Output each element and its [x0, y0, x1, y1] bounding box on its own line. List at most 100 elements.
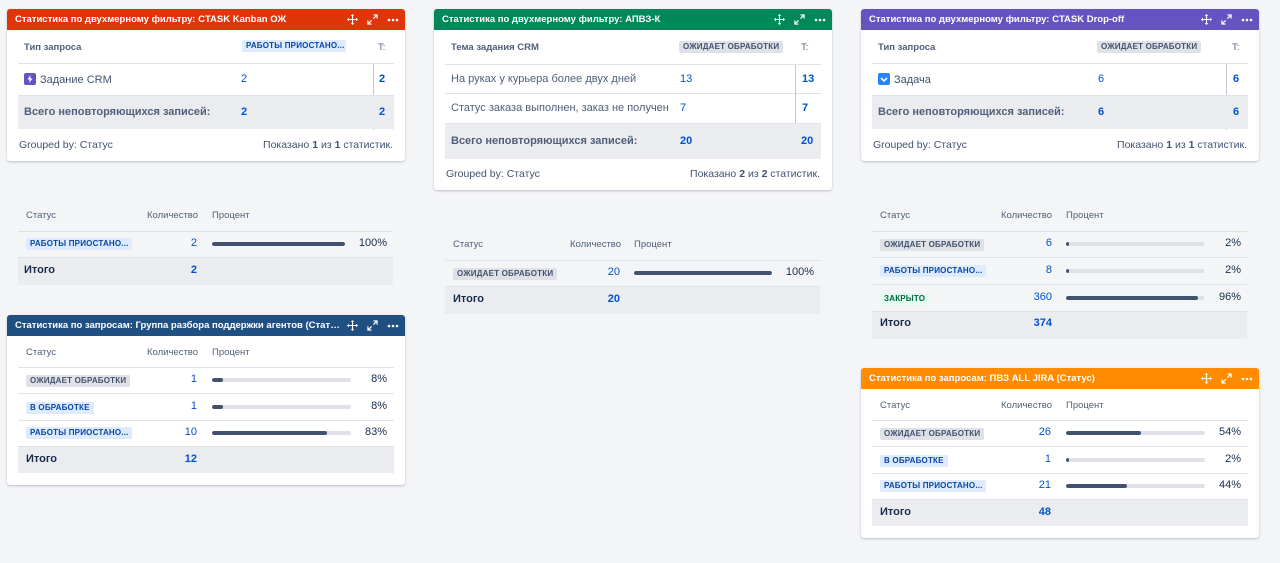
grouped-by: Grouped by: Статус	[446, 168, 540, 180]
percent-value: 96%	[1218, 291, 1241, 303]
expand-icon[interactable]	[1221, 373, 1232, 384]
cell-value[interactable]: 2	[241, 73, 248, 85]
total-value[interactable]: 374	[1033, 317, 1052, 329]
shown-count: Показано 1 из 1 статистик.	[1117, 139, 1247, 151]
header-status: Статус	[880, 400, 911, 411]
status-lozenge[interactable]: РАБОТЫ ПРИОСТАНО...	[880, 480, 986, 492]
more-icon[interactable]	[387, 18, 399, 22]
count-value[interactable]: 6	[1045, 237, 1052, 249]
grand-total[interactable]: 20	[801, 135, 814, 147]
total-value[interactable]: 2	[190, 264, 197, 276]
topic-label: Статус заказа выполнен, заказ не получен	[451, 102, 669, 114]
percent-bar	[1066, 242, 1204, 246]
header-count: Количество	[147, 347, 199, 358]
status-lozenge[interactable]: РАБОТЫ ПРИОСТАНО...	[26, 238, 132, 250]
status-lozenge: РАБОТЫ ПРИОСТАНО...	[242, 40, 346, 52]
total-value[interactable]: 12	[184, 453, 197, 465]
gadget-agent-support-group: Статистика по запросам: Группа разбора п…	[7, 315, 405, 485]
expand-icon[interactable]	[794, 14, 805, 25]
status-lozenge[interactable]: В ОБРАБОТКЕ	[26, 402, 94, 414]
more-icon[interactable]	[814, 18, 826, 22]
total-value[interactable]: 20	[607, 293, 620, 305]
percent-value: 8%	[371, 400, 387, 412]
status-lozenge[interactable]: В ОБРАБОТКЕ	[880, 455, 948, 467]
gadget-ctask-kanban: Статистика по двухмерному фильтру: CTASK…	[7, 9, 405, 161]
more-icon[interactable]	[1241, 377, 1253, 381]
header-percent: Процент	[1066, 210, 1104, 221]
grouped-by: Grouped by: Статус	[19, 139, 113, 151]
percent-value: 44%	[1218, 479, 1241, 491]
status-lozenge[interactable]: РАБОТЫ ПРИОСТАНО...	[880, 265, 986, 277]
total-value[interactable]: 2	[241, 106, 248, 118]
header-count: Количество	[1001, 400, 1053, 411]
count-value[interactable]: 8	[1045, 264, 1052, 276]
percent-bar	[1066, 431, 1205, 435]
move-icon[interactable]	[1201, 14, 1212, 25]
percent-value: 2%	[1225, 264, 1241, 276]
count-value[interactable]: 26	[1038, 426, 1051, 438]
gadget-ctask-dropoff: Статистика по двухмерному фильтру: CTASK…	[861, 9, 1259, 161]
count-value[interactable]: 1	[190, 400, 197, 412]
header-percent: Процент	[212, 347, 250, 358]
count-value[interactable]: 21	[1038, 479, 1051, 491]
status-lozenge[interactable]: ОЖИДАЕТ ОБРАБОТКИ	[26, 375, 131, 387]
expand-icon[interactable]	[367, 320, 378, 331]
status-lozenge[interactable]: ЗАКРЫТО	[880, 293, 930, 305]
gadget-header: Статистика по двухмерному фильтру: CTASK…	[7, 9, 405, 30]
more-icon[interactable]	[1241, 18, 1253, 22]
move-icon[interactable]	[347, 14, 358, 25]
percent-value: 83%	[364, 426, 387, 438]
expand-icon[interactable]	[367, 14, 378, 25]
status-lozenge[interactable]: ОЖИДАЕТ ОБРАБОТКИ	[880, 428, 985, 440]
header-count: Количество	[570, 239, 622, 250]
row-total[interactable]: 6	[1233, 73, 1240, 85]
row-total[interactable]: 7	[802, 102, 809, 114]
header-percent: Процент	[1066, 400, 1104, 411]
total-label: Итого	[880, 317, 912, 329]
grand-total[interactable]: 6	[1233, 106, 1240, 118]
column-header-topic: Тема задания CRM	[451, 42, 539, 53]
row-total[interactable]: 13	[802, 73, 815, 85]
count-value[interactable]: 360	[1033, 291, 1052, 303]
percent-bar	[212, 405, 351, 409]
move-icon[interactable]	[347, 320, 358, 331]
stat-table-3: Статус Количество Процент ОЖИДАЕТ ОБРАБО…	[872, 203, 1247, 339]
move-icon[interactable]	[1201, 373, 1212, 384]
header-status: Статус	[26, 210, 57, 221]
move-icon[interactable]	[774, 14, 785, 25]
column-header-total: T:	[378, 42, 386, 53]
column-header-total: T:	[1232, 42, 1240, 53]
status-lozenge[interactable]: ОЖИДАЕТ ОБРАБОТКИ	[453, 268, 558, 280]
count-value[interactable]: 10	[184, 426, 197, 438]
status-lozenge[interactable]: РАБОТЫ ПРИОСТАНО...	[26, 427, 132, 439]
grand-total[interactable]: 2	[379, 106, 386, 118]
gadget-apvz-k: Статистика по двухмерному фильтру: АПВЗ-…	[434, 9, 832, 190]
percent-bar	[212, 242, 345, 246]
header-percent: Процент	[212, 210, 250, 221]
gadget-header: Статистика по запросам: Группа разбора п…	[7, 315, 405, 336]
percent-value: 2%	[1225, 453, 1241, 465]
percent-bar	[1066, 296, 1204, 300]
more-icon[interactable]	[387, 324, 399, 328]
status-lozenge[interactable]: ОЖИДАЕТ ОБРАБОТКИ	[880, 239, 985, 251]
total-value[interactable]: 48	[1038, 506, 1051, 518]
shown-count: Показано 2 из 2 статистик.	[690, 168, 820, 180]
count-value[interactable]: 1	[1044, 453, 1051, 465]
percent-bar	[212, 378, 351, 382]
status-lozenge: ОЖИДАЕТ ОБРАБОТКИ	[679, 41, 784, 53]
expand-icon[interactable]	[1221, 14, 1232, 25]
count-value[interactable]: 1	[190, 373, 197, 385]
header-count: Количество	[147, 210, 199, 221]
grouped-by: Grouped by: Статус	[873, 139, 967, 151]
shown-count: Показано 1 из 1 статистик.	[263, 139, 393, 151]
count-value[interactable]: 20	[607, 266, 620, 278]
total-value[interactable]: 20	[680, 135, 693, 147]
cell-value[interactable]: 6	[1098, 73, 1105, 85]
total-value[interactable]: 6	[1098, 106, 1105, 118]
count-value[interactable]: 2	[190, 237, 197, 249]
cell-value[interactable]: 13	[680, 73, 693, 85]
percent-bar	[1066, 458, 1205, 462]
total-label: Итого	[26, 453, 58, 465]
row-total[interactable]: 2	[379, 73, 386, 85]
cell-value[interactable]: 7	[680, 102, 687, 114]
